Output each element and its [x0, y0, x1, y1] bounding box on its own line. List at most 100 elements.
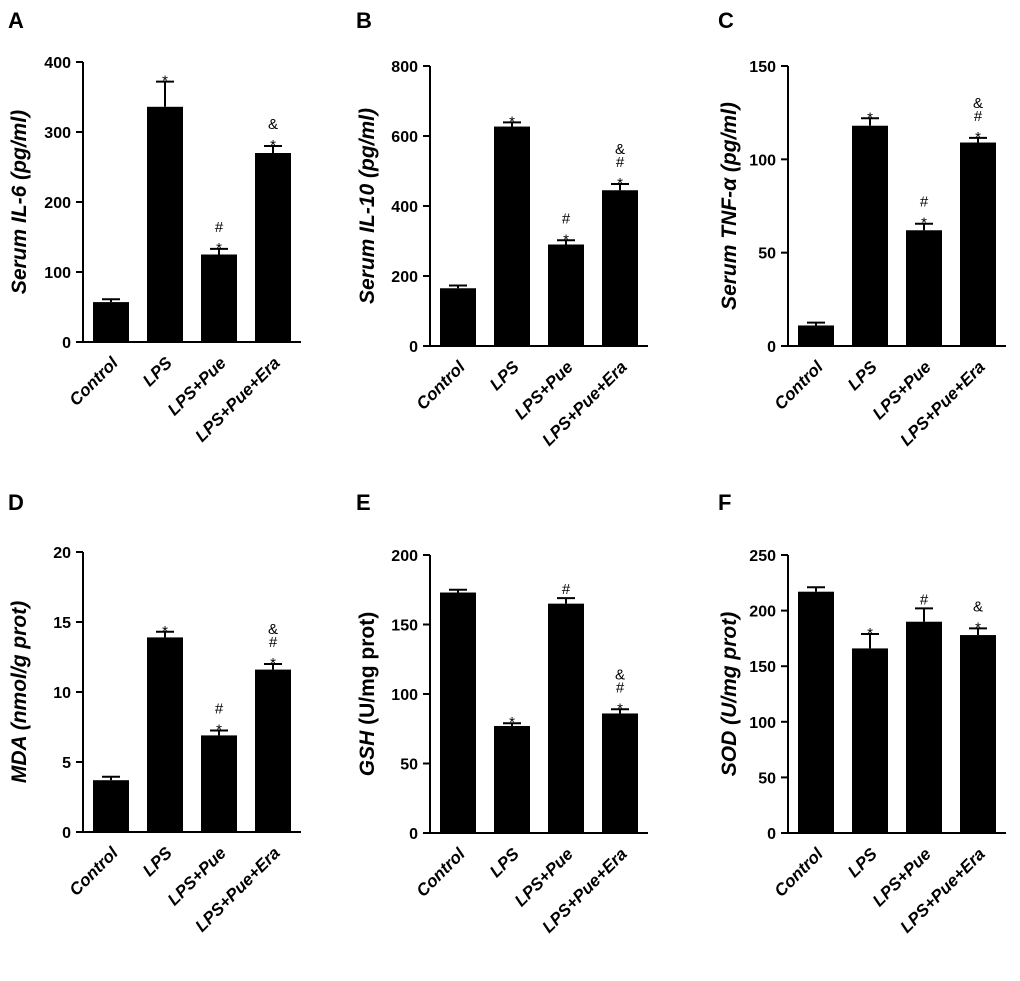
y-tick-label: 15	[53, 615, 71, 632]
y-tick-label: 150	[749, 59, 776, 76]
category-label: Control	[771, 843, 828, 900]
panel-A: A 0 100 200 300 400 Serum IL-6 (pg/ml) Control *…	[8, 8, 301, 446]
y-axis-label-part: Serum IL-10	[356, 178, 379, 304]
y-axis-label: SOD (U/mg prot)	[718, 612, 741, 777]
significance-mark: *	[921, 215, 927, 232]
y-tick-label: 20	[53, 545, 71, 562]
y-tick-label: 150	[391, 618, 418, 635]
y-tick-label: 100	[44, 265, 71, 282]
y-axis-label: Serum TNF-α (pg/ml)	[718, 102, 741, 310]
significance-mark: *	[975, 129, 981, 146]
y-tick-label: 250	[749, 548, 776, 565]
significance-mark: #	[269, 634, 278, 651]
bar-lps-pue-era	[255, 153, 291, 342]
bar-lps-pue	[548, 244, 584, 346]
significance-mark: *	[867, 109, 873, 126]
bar-lps-pue-era	[602, 713, 638, 833]
significance-mark: #	[215, 219, 224, 236]
significance-mark: *	[270, 137, 276, 154]
bar-lps-pue-era	[960, 635, 996, 833]
bar-lps-pue-era	[602, 190, 638, 346]
y-tick-label: 150	[749, 659, 776, 676]
category-label: Control	[413, 356, 470, 413]
y-tick-label: 200	[749, 604, 776, 621]
y-axis-label: Serum IL-10 (pg/ml)	[356, 108, 379, 304]
y-tick-label: 400	[44, 55, 71, 72]
panel-letter: C	[718, 8, 734, 33]
panel-F: F 0 50 100 150 200 250 SOD (U/mg prot) Control * L…	[718, 490, 1006, 937]
panel-letter: E	[356, 490, 371, 515]
y-tick-label: 0	[62, 825, 71, 842]
y-tick-label: 50	[758, 770, 776, 787]
significance-mark: &	[615, 666, 625, 683]
bar-lps-pue	[906, 230, 942, 346]
bar-lps	[852, 648, 888, 833]
bar-control	[440, 592, 476, 833]
category-label: Control	[66, 352, 123, 409]
significance-mark: #	[920, 591, 929, 608]
y-tick-label: 0	[767, 826, 776, 843]
category-label: LPS	[139, 843, 176, 880]
category-label: Control	[413, 843, 470, 900]
significance-mark: *	[216, 722, 222, 739]
y-tick-label: 10	[53, 685, 71, 702]
significance-mark: #	[562, 581, 571, 598]
bar-lps-pue-era	[255, 669, 291, 832]
y-tick-label: 0	[767, 339, 776, 356]
significance-mark: *	[509, 714, 515, 731]
y-tick-label: 800	[391, 59, 418, 76]
significance-mark: *	[216, 240, 222, 257]
y-tick-label: 0	[409, 339, 418, 356]
significance-mark: #	[920, 194, 929, 211]
panel-letter: B	[356, 8, 372, 33]
bar-lps-pue	[906, 621, 942, 833]
panel-C: C 0 50 100 150 Serum TNF-α (pg/ml) Control * LPS…	[718, 8, 1006, 450]
y-tick-label: 100	[749, 715, 776, 732]
y-axis-label-part: GSH	[356, 725, 379, 776]
significance-mark: *	[162, 623, 168, 640]
y-tick-label: 600	[391, 129, 418, 146]
significance-mark: &	[615, 141, 625, 158]
significance-mark: *	[617, 700, 623, 717]
y-tick-label: 200	[44, 195, 71, 212]
bar-lps-pue-era	[960, 142, 996, 346]
y-tick-label: 100	[749, 152, 776, 169]
significance-mark: #	[616, 679, 625, 696]
y-tick-label: 400	[391, 199, 418, 216]
bar-lps	[147, 106, 183, 342]
y-axis-label-part: (pg/ml)	[8, 110, 31, 180]
category-label: Control	[66, 842, 123, 899]
y-axis-label-part: (U/mg prot)	[718, 612, 741, 725]
significance-mark: *	[509, 113, 515, 130]
significance-mark: *	[867, 625, 873, 642]
bar-control	[93, 780, 129, 832]
y-axis-label-part: (pg/ml)	[356, 108, 379, 178]
significance-mark: #	[562, 210, 571, 227]
panel-B: B 0 200 400 600 800 Serum IL-10 (pg/ml) Control…	[356, 8, 648, 450]
panel-letter: D	[8, 490, 24, 515]
y-tick-label: 0	[62, 335, 71, 352]
y-tick-label: 5	[62, 755, 71, 772]
significance-mark: &	[973, 95, 983, 112]
significance-mark: &	[268, 116, 278, 133]
y-axis-label: GSH (U/mg prot)	[356, 612, 379, 777]
y-axis-label: Serum IL-6 (pg/ml)	[8, 110, 31, 294]
significance-mark: &	[973, 598, 983, 615]
significance-mark: #	[974, 108, 983, 125]
y-axis-label: MDA (nmol/g prot)	[8, 601, 31, 783]
bar-lps-pue	[201, 735, 237, 832]
bar-lps	[852, 125, 888, 346]
significance-mark: &	[268, 621, 278, 638]
bar-control	[93, 302, 129, 342]
y-axis-label-part: Serum IL-6	[8, 180, 31, 294]
significance-mark: #	[215, 701, 224, 718]
significance-mark: *	[617, 175, 623, 192]
y-tick-label: 200	[391, 269, 418, 286]
category-label: LPS	[486, 357, 523, 394]
y-axis-label-part: MDA	[8, 730, 31, 783]
y-axis-label-part: Serum TNF-α	[718, 172, 741, 310]
y-axis-label-part: (pg/ml)	[718, 102, 741, 172]
significance-mark: *	[975, 619, 981, 636]
